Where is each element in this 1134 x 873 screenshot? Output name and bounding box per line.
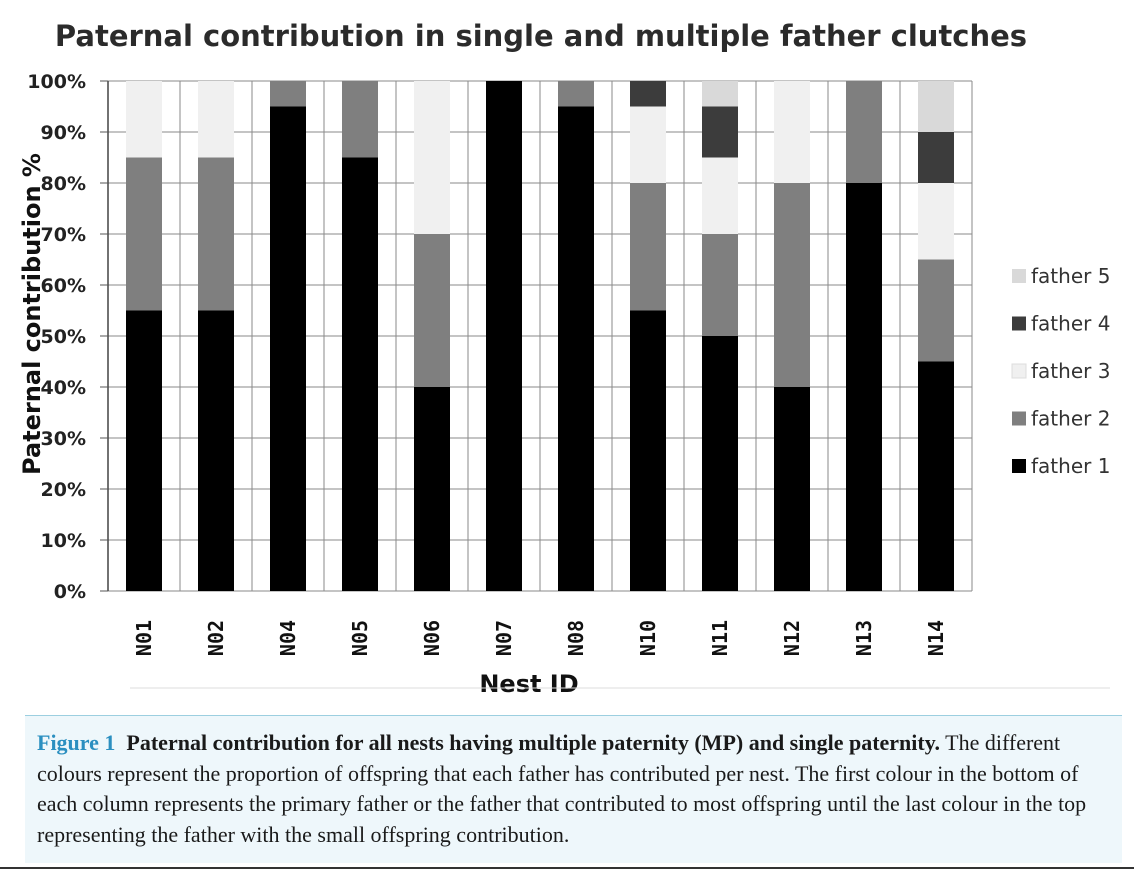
- figure-caption: Figure 1 Paternal contribution for all n…: [25, 715, 1122, 863]
- legend-swatch-father-3: [1011, 363, 1027, 379]
- legend-swatch-father-4: [1012, 316, 1026, 331]
- bar-segment-N13-father-1: [846, 183, 882, 591]
- bar-segment-N12-father-1: [774, 387, 810, 591]
- bar-segment-N05-father-2: [342, 81, 378, 158]
- x-axis-ticks: N01 N02 N04 N05 N06 N07 N08 N10 N11 N12 N13 N14: [132, 620, 948, 656]
- bar-segment-N12-father-3: [774, 81, 810, 183]
- page-bottom-rule: [0, 867, 1134, 869]
- x-tick-label: N07: [492, 620, 516, 656]
- bar-segment-N01-father-1: [126, 310, 162, 591]
- legend-label: father 1: [1031, 454, 1110, 478]
- legend-label: father 2: [1031, 407, 1110, 431]
- y-tick-label: 30%: [41, 428, 86, 450]
- bar-segment-N06-father-3: [414, 81, 450, 234]
- x-tick-label: N06: [420, 620, 444, 656]
- legend: father 5 father 4 father 3 father 2 father 1: [1011, 264, 1110, 478]
- x-tick-label: N05: [348, 620, 372, 656]
- x-tick-label: N01: [132, 620, 156, 656]
- y-tick-label: 60%: [41, 275, 86, 297]
- bars: [126, 81, 954, 591]
- bar-segment-N01-father-2: [126, 157, 162, 311]
- y-tick-label: 20%: [41, 479, 86, 501]
- legend-label: father 5: [1031, 264, 1110, 288]
- bar-segment-N14-father-3: [918, 183, 954, 260]
- x-axis-label: Nest ID: [479, 670, 578, 698]
- bar-segment-N08-father-1: [558, 106, 594, 591]
- bar-segment-N04-father-1: [270, 106, 306, 591]
- caption-text: The different colours represent the prop…: [37, 730, 1087, 847]
- caption-title: Paternal contribution for all nests havi…: [126, 730, 941, 755]
- bar-segment-N10-father-4: [630, 81, 666, 107]
- bar-segment-N11-father-4: [702, 106, 738, 158]
- x-tick-label: N02: [204, 620, 228, 656]
- y-tick-label: 80%: [41, 173, 86, 195]
- stacked-bar-chart: Paternal contribution in single and mult…: [18, 19, 1110, 698]
- y-tick-label: 0%: [54, 581, 86, 603]
- x-tick-label: N13: [852, 620, 876, 656]
- bar-segment-N13-father-2: [846, 81, 882, 183]
- y-axis-ticks: 0% 10% 20% 30% 40% 50% 60% 70% 80% 90% 100%: [27, 71, 108, 603]
- bar-segment-N02-father-1: [198, 310, 234, 591]
- legend-label: father 3: [1031, 359, 1110, 383]
- bar-segment-N11-father-2: [702, 234, 738, 336]
- bar-segment-N10-father-2: [630, 183, 666, 311]
- y-tick-label: 10%: [41, 530, 86, 552]
- y-tick-label: 40%: [41, 377, 86, 399]
- bar-segment-N04-father-2: [270, 81, 306, 107]
- bar-segment-N02-father-2: [198, 157, 234, 311]
- legend-swatch-father-1: [1012, 459, 1026, 473]
- bar-segment-N14-father-5: [918, 81, 954, 132]
- legend-swatch-father-5: [1012, 269, 1026, 283]
- bar-segment-N05-father-1: [342, 157, 378, 591]
- x-tick-label: N14: [924, 620, 948, 656]
- y-tick-label: 90%: [41, 122, 86, 144]
- chart-title: Paternal contribution in single and mult…: [55, 19, 1027, 53]
- bar-segment-N14-father-1: [918, 361, 954, 591]
- y-axis-label: Paternal contribution %: [18, 153, 46, 475]
- x-tick-label: N04: [276, 620, 300, 656]
- bar-segment-N10-father-1: [630, 310, 666, 591]
- bar-segment-N14-father-2: [918, 259, 954, 362]
- bar-segment-N07-father-1: [486, 81, 522, 591]
- bar-segment-N11-father-3: [702, 157, 738, 234]
- bar-segment-N02-father-3: [198, 81, 234, 158]
- bar-segment-N06-father-2: [414, 234, 450, 387]
- y-tick-label: 50%: [41, 326, 86, 348]
- figure-label: Figure 1: [37, 730, 116, 755]
- bar-segment-N08-father-2: [558, 81, 594, 107]
- x-tick-label: N11: [708, 620, 732, 656]
- y-tick-label: 100%: [27, 71, 86, 93]
- gridlines: [107, 80, 973, 592]
- legend-label: father 4: [1031, 312, 1110, 336]
- legend-swatch-father-2: [1012, 411, 1026, 426]
- x-tick-label: N08: [564, 620, 588, 656]
- bar-segment-N01-father-3: [126, 81, 162, 158]
- bar-segment-N11-father-5: [702, 81, 738, 107]
- y-tick-label: 70%: [41, 224, 86, 246]
- bar-segment-N06-father-1: [414, 387, 450, 591]
- bar-segment-N14-father-4: [918, 132, 954, 183]
- x-tick-label: N12: [780, 620, 804, 656]
- bar-segment-N11-father-1: [702, 336, 738, 591]
- x-tick-label: N10: [636, 620, 660, 656]
- bar-segment-N12-father-2: [774, 183, 810, 387]
- bar-segment-N10-father-3: [630, 106, 666, 183]
